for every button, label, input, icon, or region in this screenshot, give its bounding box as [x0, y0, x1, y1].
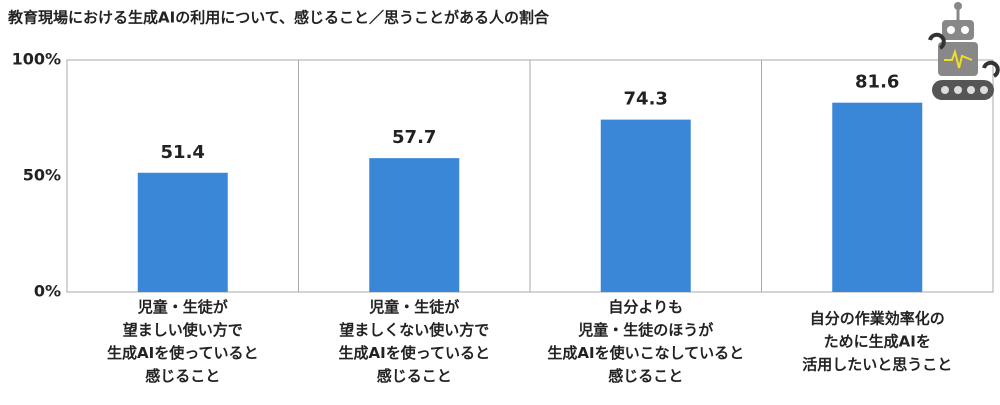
x-tick-label: 児童・生徒が [368, 298, 460, 316]
x-tick-label: 活用したいと思うこと [802, 356, 952, 374]
robot-icon [928, 2, 1000, 100]
value-label: 57.7 [392, 127, 436, 148]
bar [600, 119, 691, 293]
x-tick-label: 児童・生徒のほうが [577, 321, 714, 339]
y-tick-label: 50% [23, 166, 61, 185]
bar [137, 172, 228, 292]
x-tick-label: 感じること [377, 367, 452, 385]
value-label: 81.6 [855, 72, 899, 93]
x-tick-label: 感じること [608, 367, 683, 385]
x-tick-label: 自分よりも [608, 298, 683, 316]
y-tick-label: 100% [12, 50, 61, 69]
value-label: 74.3 [624, 89, 668, 110]
x-tick-label: 望ましい使い方で [123, 321, 243, 339]
x-tick-label: 生成AIを使っていると [107, 344, 258, 362]
x-tick-label: 自分の作業効率化の [810, 310, 945, 328]
x-tick-label: 望ましくない使い方で [339, 321, 489, 339]
value-label: 51.4 [161, 142, 205, 163]
chart-title: 教育現場における生成AIの利用について、感じること／思うことがある人の割合 [7, 9, 550, 27]
x-tick-label: 児童・生徒が [137, 298, 229, 316]
y-tick-label: 0% [34, 282, 61, 301]
x-tick-label: 生成AIを使いこなしていると [547, 344, 744, 362]
bar [369, 158, 460, 292]
x-tick-label: 感じること [145, 367, 220, 385]
x-tick-label: 生成AIを使っていると [339, 344, 490, 362]
x-tick-label: ために生成AIを [824, 333, 931, 351]
bar [832, 102, 923, 292]
